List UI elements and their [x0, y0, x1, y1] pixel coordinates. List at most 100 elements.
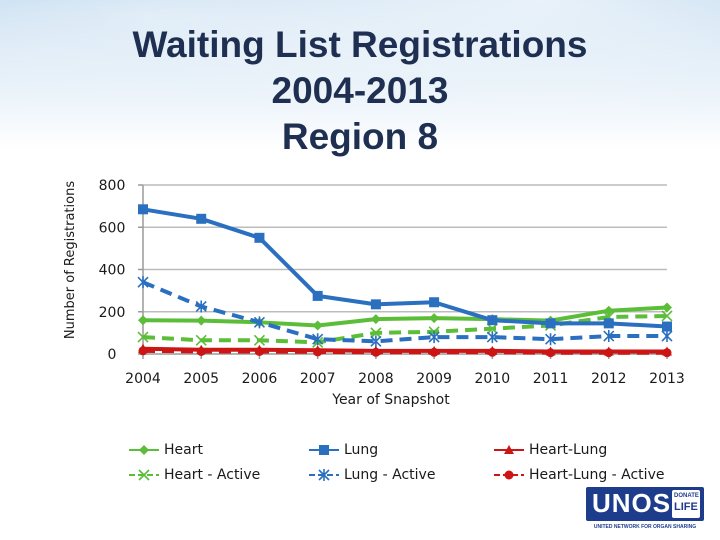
legend: Heart Heart - Active Lung Lung - Active Hear… [128, 440, 688, 490]
x-tick-label: 2011 [533, 371, 569, 387]
x-tick-labels: 2004 2005 2006 2007 2008 2009 2010 2011 2012 2013 [125, 371, 685, 387]
logo-box: UNOS DONATE LIFE [586, 487, 704, 521]
legend-swatch-marker [138, 469, 150, 481]
series-lung [138, 204, 672, 332]
gridlines [143, 184, 667, 313]
data-point-heart-active [370, 327, 382, 339]
x-tick-label: 2008 [358, 371, 394, 387]
legend-swatch-marker [319, 445, 329, 455]
legend-label: Lung - Active [344, 467, 436, 483]
legend-item: Heart - Active [128, 465, 260, 485]
legend-item: Heart-Lung [493, 440, 607, 460]
series-line-heart-lung-active [142, 348, 667, 355]
x-tick-label: 2007 [300, 371, 336, 387]
legend-swatch-marker [318, 469, 330, 481]
legend-swatch [129, 445, 159, 455]
y-tick-labels: 0 200 400 600 800 [99, 178, 126, 363]
series-line-lung [142, 207, 668, 329]
data-point-heart-active [195, 334, 207, 346]
x-tick-label: 2005 [183, 371, 219, 387]
data-point-lung-active [486, 331, 498, 344]
y-axis-label: Number of Registrations [63, 181, 78, 339]
data-point-heart-active [486, 323, 498, 335]
series-line-heart-active [142, 313, 668, 345]
logo-side-line2: LIFE [674, 501, 698, 513]
data-point-heart [370, 314, 381, 325]
data-point-heart-lung-active [487, 347, 497, 357]
data-point-lung-active [137, 276, 149, 289]
data-point-heart-lung-active [196, 346, 206, 356]
data-point-heart-lung-active [371, 347, 381, 357]
data-point-heart [603, 305, 614, 316]
series-heart-lung-active [138, 346, 672, 358]
legend-label: Heart-Lung [529, 442, 608, 458]
data-point-lung-active [603, 330, 615, 343]
data-point-heart-active [253, 334, 266, 346]
data-point-heart-lung-active [662, 348, 672, 358]
legend-item: Lung - Active [308, 465, 435, 485]
series-heart [138, 302, 672, 331]
legend-item: Lung [308, 440, 378, 460]
series-line-lung-active [142, 280, 667, 344]
data-point-heart-lung-active [313, 347, 323, 357]
data-point-heart-lung-active [254, 346, 264, 356]
data-point-lung [370, 299, 381, 310]
data-point-heart-lung-active [604, 348, 614, 358]
logo-tagline: UNITED NETWORK FOR ORGAN SHARING [593, 524, 697, 530]
data-point-heart-active [661, 310, 673, 322]
logo-side-line1: DONATE [674, 493, 699, 499]
legend-swatch [309, 469, 339, 481]
series-lung-active [137, 276, 673, 348]
data-point-lung-active [312, 333, 324, 346]
x-tick-label: 2010 [475, 371, 511, 387]
x-tick-label: 2009 [416, 371, 452, 387]
legend-label: Heart-Lung - Active [529, 467, 665, 483]
data-point-heart [138, 315, 148, 326]
data-point-lung [487, 315, 498, 326]
data-point-lung [662, 321, 672, 332]
legend-label: Heart [164, 442, 203, 458]
data-point-lung [545, 318, 556, 329]
x-tick-label: 2004 [125, 371, 161, 387]
data-point-lung [254, 232, 265, 243]
chart-title-line2: 2004-2013 [271, 70, 449, 111]
data-point-heart [429, 313, 440, 324]
data-point-lung-active [253, 316, 266, 329]
legend-item: Heart [128, 440, 203, 460]
chart-title-line1: Waiting List Registrations [132, 24, 588, 65]
data-point-lung-active [544, 333, 557, 346]
y-tick-label: 200 [99, 305, 126, 321]
data-point-heart-lung-active [429, 347, 439, 357]
legend-swatch-marker [504, 470, 514, 480]
y-tick-label: 800 [99, 178, 126, 194]
data-point-lung-active [370, 335, 382, 348]
x-axis-label: Year of Snapshot [331, 392, 450, 408]
y-tick-label: 600 [99, 220, 126, 236]
data-point-heart [662, 302, 672, 313]
unos-logo: UNOS DONATE LIFE UNITED NETWORK FOR ORGA… [586, 487, 704, 535]
legend-swatch-marker [504, 445, 514, 454]
x-tick-label: 2013 [649, 371, 685, 387]
series-heart-active [137, 310, 673, 348]
legend-swatch [129, 469, 159, 481]
data-point-lung-active [661, 330, 673, 343]
data-point-lung [312, 290, 323, 301]
x-tick-label: 2006 [242, 371, 278, 387]
legend-swatch [309, 445, 339, 455]
data-point-lung-active [195, 300, 207, 313]
legend-swatch [494, 445, 524, 454]
legend-swatch [494, 470, 524, 480]
series-group [137, 204, 673, 358]
series-line-heart [142, 305, 668, 328]
data-point-lung [196, 213, 207, 224]
legend-item: Heart-Lung - Active [493, 465, 664, 485]
legend-label: Heart - Active [164, 467, 261, 483]
data-point-heart-lung-active [138, 346, 148, 356]
data-point-heart [312, 320, 323, 331]
data-point-lung [603, 318, 614, 329]
legend-label: Lung [344, 442, 379, 458]
chart-title-line3: Region 8 [281, 116, 439, 157]
data-point-heart [196, 315, 207, 326]
legend-swatch-marker [139, 445, 149, 455]
